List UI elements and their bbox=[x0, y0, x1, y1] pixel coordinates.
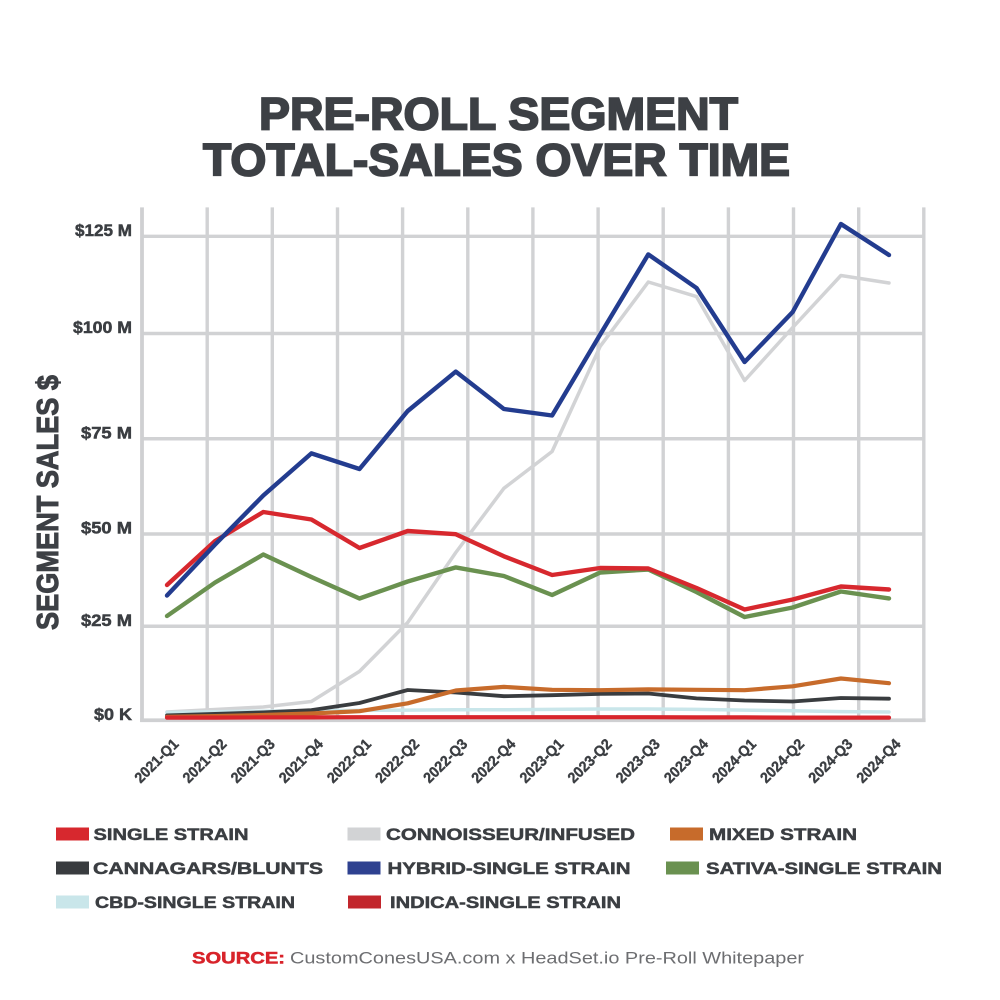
svg-text:$100 M: $100 M bbox=[73, 319, 132, 337]
svg-text:$25 M: $25 M bbox=[81, 612, 132, 630]
svg-text:$125 M: $125 M bbox=[75, 222, 132, 240]
svg-text:CBD-SINGLE STRAIN: CBD-SINGLE STRAIN bbox=[95, 894, 295, 912]
svg-text:CONNOISSEUR/INFUSED: CONNOISSEUR/INFUSED bbox=[386, 826, 635, 844]
svg-text:PRE-ROLL SEGMENT: PRE-ROLL SEGMENT bbox=[259, 89, 738, 140]
svg-text:INDICA-SINGLE STRAIN: INDICA-SINGLE STRAIN bbox=[390, 894, 621, 912]
svg-text:CustomConesUSA.com x HeadSet.i: CustomConesUSA.com x HeadSet.io Pre-Roll… bbox=[290, 950, 805, 968]
svg-text:SINGLE STRAIN: SINGLE STRAIN bbox=[94, 826, 249, 844]
svg-text:TOTAL-SALES OVER TIME: TOTAL-SALES OVER TIME bbox=[203, 135, 790, 186]
svg-text:MIXED STRAIN: MIXED STRAIN bbox=[709, 826, 857, 844]
svg-text:$75 M: $75 M bbox=[81, 425, 132, 443]
svg-text:SEGMENT SALES $: SEGMENT SALES $ bbox=[30, 375, 65, 630]
svg-text:$0 K: $0 K bbox=[94, 706, 132, 724]
svg-text:$50 M: $50 M bbox=[81, 520, 132, 538]
svg-text:SOURCE:: SOURCE: bbox=[192, 950, 285, 968]
svg-text:SATIVA-SINGLE STRAIN: SATIVA-SINGLE STRAIN bbox=[706, 860, 942, 878]
svg-text:HYBRID-SINGLE STRAIN: HYBRID-SINGLE STRAIN bbox=[388, 860, 631, 878]
svg-text:CANNAGARS/BLUNTS: CANNAGARS/BLUNTS bbox=[93, 860, 323, 878]
